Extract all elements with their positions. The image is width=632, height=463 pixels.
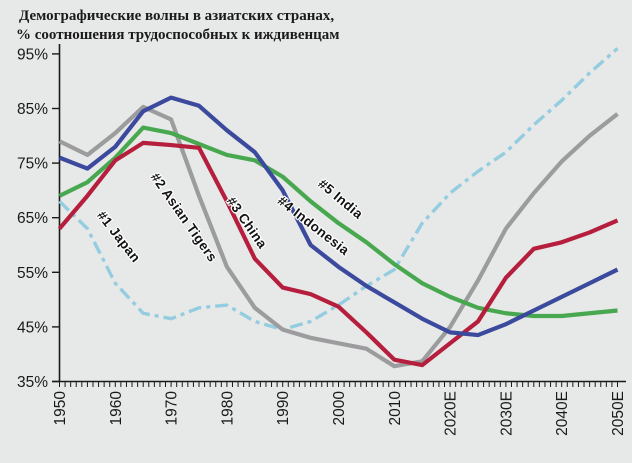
x-tick-label: 2050E bbox=[610, 391, 627, 436]
x-tick-label: 2030E bbox=[498, 391, 515, 436]
series-line-indonesia bbox=[58, 95, 619, 338]
x-tick-label: 2010 bbox=[387, 391, 404, 426]
series-line-asian-tigers bbox=[58, 104, 619, 369]
x-tick-label: 1980 bbox=[219, 391, 236, 426]
y-tick-label: 45% bbox=[17, 319, 48, 336]
series-line-india bbox=[58, 125, 618, 319]
x-tick-label: 1970 bbox=[164, 391, 181, 426]
y-tick-label: 55% bbox=[17, 265, 48, 282]
x-tick-label: 1960 bbox=[108, 391, 125, 426]
x-tick-label: 1950 bbox=[52, 391, 69, 426]
chart-title-line2: % соотношения трудоспособных к иждивенца… bbox=[16, 27, 340, 43]
x-tick-label: 2000 bbox=[331, 391, 348, 426]
x-tick-label: 2020E bbox=[443, 391, 460, 436]
y-tick-label: 65% bbox=[17, 210, 48, 227]
y-tick-label: 95% bbox=[17, 46, 48, 63]
y-tick-label: 35% bbox=[17, 374, 48, 391]
chart-title: Демографические волны в азиатских страна… bbox=[16, 7, 340, 45]
y-tick-label: 75% bbox=[17, 156, 48, 173]
chart-title-line1: Демографические волны в азиатских страна… bbox=[19, 8, 335, 24]
x-tick-label: 1990 bbox=[275, 391, 292, 426]
y-tick-label: 85% bbox=[17, 101, 48, 118]
series-line-china bbox=[57, 140, 619, 368]
x-tick-label: 2040E bbox=[554, 391, 571, 436]
